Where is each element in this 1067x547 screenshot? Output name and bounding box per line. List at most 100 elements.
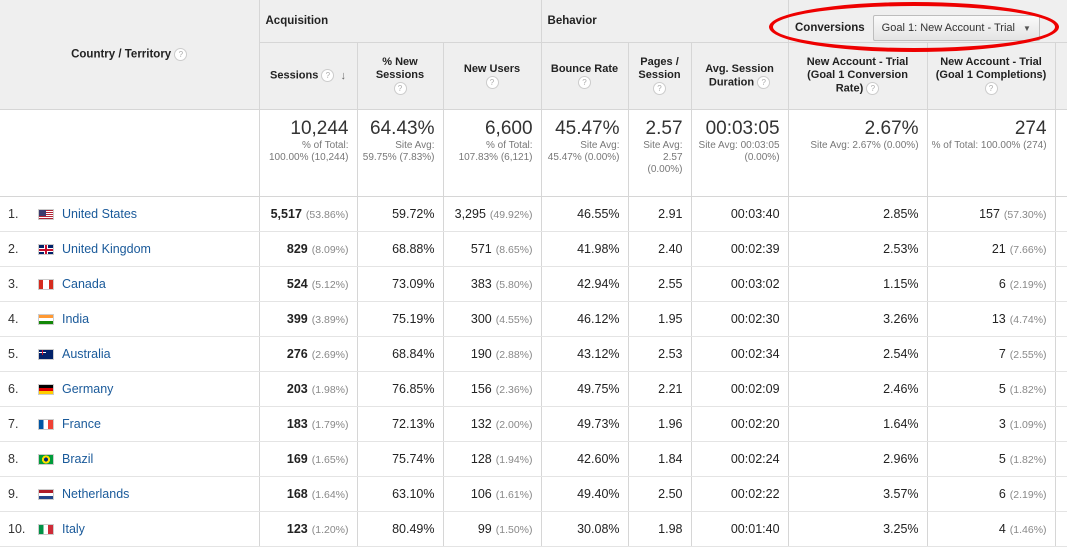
duration-column-header[interactable]: Avg. Session Duration ? <box>691 42 789 110</box>
bounce-rate-cell: 43.12% <box>541 336 629 372</box>
sessions-cell: 169 (1.65%) <box>259 441 358 477</box>
country-link[interactable]: Brazil <box>62 452 94 466</box>
totals-conv-rate: 2.67% Site Avg: 2.67% (0.00%) <box>788 109 928 197</box>
totals-spacer <box>1055 109 1067 197</box>
totals-duration: 00:03:05 Site Avg: 00:03:05 (0.00%) <box>691 109 789 197</box>
country-link[interactable]: Canada <box>62 277 106 291</box>
pages-session-cell: 2.55 <box>628 266 692 302</box>
row-spacer <box>1055 406 1067 442</box>
country-link[interactable]: Australia <box>62 347 111 361</box>
country-link[interactable]: United Kingdom <box>62 242 151 256</box>
bounce-rate-column-header[interactable]: Bounce Rate ? <box>541 42 629 110</box>
flag-icon <box>38 279 54 291</box>
row-spacer <box>1055 231 1067 267</box>
flag-icon <box>38 454 54 466</box>
table-row: 3. Canada 524 (5.12%) 73.09% 383 (5.80%) 42.94%… <box>0 266 1067 302</box>
country-cell: 5. Australia <box>0 336 260 372</box>
bounce-rate-cell: 46.12% <box>541 301 629 337</box>
country-cell: 6. Germany <box>0 371 260 407</box>
country-link[interactable]: India <box>62 312 90 326</box>
new-sessions-header-label: % New Sessions <box>375 56 425 82</box>
conversion-rate-header-label: New Account - Trial (Goal 1 Conversion R… <box>806 56 909 95</box>
bounce-rate-cell: 49.75% <box>541 371 629 407</box>
help-icon[interactable]: ? <box>578 75 592 89</box>
totals-country-cell <box>0 109 260 197</box>
completions-column-header[interactable]: New Account - Trial (Goal 1 Completions)… <box>927 42 1056 110</box>
help-icon[interactable]: ? <box>174 48 188 61</box>
sessions-column-header[interactable]: Sessions ? ↓ <box>259 42 358 110</box>
row-spacer <box>1055 441 1067 477</box>
totals-completions: 274% of Total: 100.00% (274) <box>927 109 1056 197</box>
help-icon[interactable]: ? <box>393 82 407 96</box>
country-link[interactable]: United States <box>62 207 138 221</box>
header-spacer <box>1055 42 1067 110</box>
sessions-cell: 524 (5.12%) <box>259 266 358 302</box>
acquisition-group-header: Acquisition <box>259 0 542 43</box>
new-users-cell: 106 (1.61%) <box>443 476 542 512</box>
bounce-rate-cell: 42.60% <box>541 441 629 477</box>
pages-session-cell: 2.53 <box>628 336 692 372</box>
row-index: 7. <box>8 417 19 431</box>
conversion-rate-cell: 3.57% <box>788 476 928 512</box>
conversion-rate-cell: 3.26% <box>788 301 928 337</box>
country-cell: 8. Brazil <box>0 441 260 477</box>
country-header-label: Country / Territory <box>71 48 172 61</box>
duration-cell: 00:02:20 <box>691 406 789 442</box>
completions-cell: 6 (2.19%) <box>927 476 1056 512</box>
row-spacer <box>1055 336 1067 372</box>
country-cell: 9. Netherlands <box>0 476 260 512</box>
bounce-rate-cell: 49.73% <box>541 406 629 442</box>
row-index: 5. <box>8 347 19 361</box>
table-row: 4. India 399 (3.89%) 75.19% 300 (4.55%) 46.12% 1… <box>0 301 1067 337</box>
conversion-rate-cell: 1.15% <box>788 266 928 302</box>
row-index: 8. <box>8 452 19 466</box>
duration-header-label: Avg. Session Duration <box>705 62 774 89</box>
duration-cell: 00:03:02 <box>691 266 789 302</box>
new-sessions-cell: 68.84% <box>357 336 444 372</box>
conversion-rate-column-header[interactable]: New Account - Trial (Goal 1 Conversion R… <box>788 42 928 110</box>
totals-row: 10,244% of Total: 100.00% (10,244) 64.43… <box>0 109 1067 197</box>
pages-session-cell: 1.95 <box>628 301 692 337</box>
sessions-cell: 829 (8.09%) <box>259 231 358 267</box>
help-icon[interactable]: ? <box>321 69 335 83</box>
country-link[interactable]: Netherlands <box>62 487 130 501</box>
help-icon[interactable]: ? <box>984 82 998 96</box>
new-sessions-cell: 73.09% <box>357 266 444 302</box>
country-cell: 7. France <box>0 406 260 442</box>
new-sessions-column-header[interactable]: % New Sessions ? <box>357 42 444 110</box>
pages-session-cell: 2.50 <box>628 476 692 512</box>
sort-desc-icon[interactable]: ↓ <box>340 69 346 82</box>
country-link[interactable]: Italy <box>62 522 85 536</box>
country-link[interactable]: France <box>62 417 101 431</box>
totals-pages: 2.57 Site Avg: 2.57 (0.00%) <box>628 109 692 197</box>
pages-session-cell: 2.40 <box>628 231 692 267</box>
totals-bounce: 45.47% Site Avg: 45.47% (0.00%) <box>541 109 629 197</box>
help-icon[interactable]: ? <box>485 75 499 89</box>
pages-session-cell: 1.84 <box>628 441 692 477</box>
completions-cell: 5 (1.82%) <box>927 371 1056 407</box>
row-index: 3. <box>8 277 19 291</box>
new-users-column-header[interactable]: New Users ? <box>443 42 542 110</box>
pages-session-column-header[interactable]: Pages / Session ? <box>628 42 692 110</box>
row-index: 9. <box>8 487 19 501</box>
completions-cell: 21 (7.66%) <box>927 231 1056 267</box>
flag-icon <box>38 209 54 221</box>
duration-cell: 00:02:30 <box>691 301 789 337</box>
new-sessions-cell: 76.85% <box>357 371 444 407</box>
new-sessions-cell: 75.74% <box>357 441 444 477</box>
pages-session-cell: 2.91 <box>628 196 692 232</box>
completions-cell: 5 (1.82%) <box>927 441 1056 477</box>
completions-cell: 13 (4.74%) <box>927 301 1056 337</box>
sessions-cell: 183 (1.79%) <box>259 406 358 442</box>
help-icon[interactable]: ? <box>653 82 667 96</box>
sessions-cell: 123 (1.20%) <box>259 511 358 547</box>
flag-icon <box>38 244 54 256</box>
help-icon[interactable]: ? <box>866 82 880 96</box>
sessions-header-label: Sessions <box>270 69 319 82</box>
country-column-header[interactable]: Country / Territory ? <box>0 0 260 110</box>
country-link[interactable]: Germany <box>62 382 114 396</box>
new-sessions-cell: 68.88% <box>357 231 444 267</box>
help-icon[interactable]: ? <box>757 75 771 89</box>
country-cell: 1. United States <box>0 196 260 232</box>
